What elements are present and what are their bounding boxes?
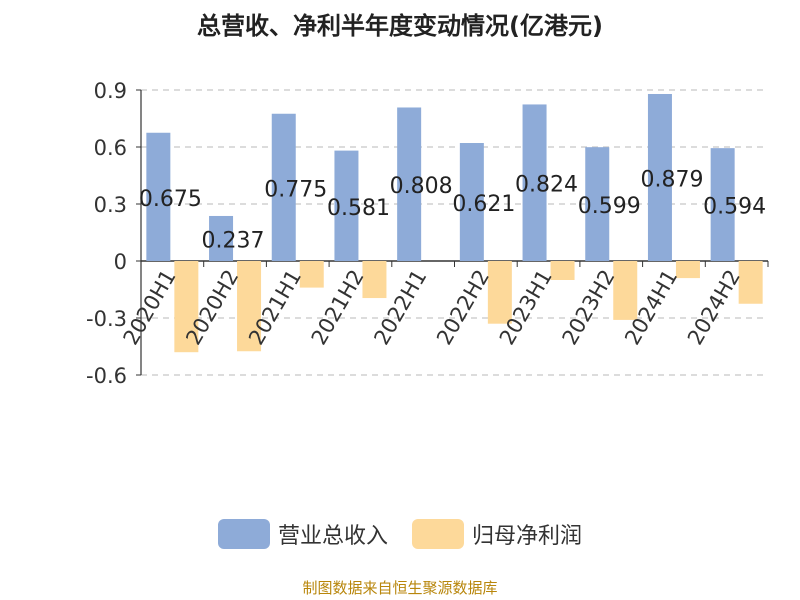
chart-title: 总营收、净利半年度变动情况(亿港元) bbox=[197, 12, 603, 40]
bar-profit bbox=[299, 261, 324, 288]
bar-revenue bbox=[146, 132, 171, 261]
bar-profit bbox=[613, 261, 638, 320]
legend: 营业总收入 归母净利润 bbox=[0, 518, 800, 550]
data-label: 0.581 bbox=[327, 196, 390, 221]
bar-revenue bbox=[710, 148, 735, 261]
bar-revenue bbox=[397, 107, 422, 261]
data-label: 0.621 bbox=[452, 192, 515, 217]
legend-item-profit[interactable]: 归母净利润 bbox=[412, 518, 582, 550]
data-source-note: 制图数据来自恒生聚源数据库 bbox=[302, 579, 498, 597]
bar-profit bbox=[487, 261, 512, 324]
bar-revenue bbox=[647, 93, 672, 262]
legend-item-revenue[interactable]: 营业总收入 bbox=[217, 518, 388, 550]
y-tick-label: 0.9 bbox=[94, 79, 127, 103]
bar-revenue bbox=[271, 113, 296, 261]
bar-profit bbox=[550, 261, 575, 280]
data-label: 0.824 bbox=[515, 173, 578, 198]
bar-revenue bbox=[522, 104, 547, 261]
bar-profit bbox=[362, 261, 387, 299]
legend-swatch-profit bbox=[412, 519, 464, 549]
bar-revenue bbox=[334, 150, 359, 261]
data-label: 0.237 bbox=[202, 228, 265, 253]
bar-profit bbox=[675, 261, 700, 279]
y-tick-label: 0.3 bbox=[94, 193, 127, 217]
y-tick-label: 0 bbox=[114, 250, 127, 274]
y-tick-label: -0.3 bbox=[86, 307, 127, 331]
bar-revenue bbox=[585, 147, 610, 261]
bar-revenue bbox=[459, 143, 484, 261]
x-tick-label: 2022H2 bbox=[432, 265, 494, 349]
data-label: 0.808 bbox=[390, 174, 453, 199]
bar-profit bbox=[237, 261, 262, 352]
bar-profit bbox=[738, 261, 763, 304]
data-label: 0.775 bbox=[264, 177, 327, 202]
data-label: 0.879 bbox=[640, 167, 703, 192]
bar-revenue bbox=[209, 215, 234, 261]
x-tick-label: 2020H1 bbox=[119, 266, 181, 350]
data-label: 0.594 bbox=[703, 195, 766, 220]
data-label: 0.675 bbox=[139, 187, 202, 212]
y-tick-label: 0.6 bbox=[94, 136, 127, 160]
legend-label-revenue: 营业总收入 bbox=[277, 524, 388, 549]
legend-label-profit: 归母净利润 bbox=[472, 524, 583, 549]
legend-swatch-revenue bbox=[217, 519, 270, 549]
data-label: 0.599 bbox=[578, 194, 641, 219]
bar-profit bbox=[174, 261, 199, 353]
y-tick-label: -0.6 bbox=[86, 364, 127, 388]
